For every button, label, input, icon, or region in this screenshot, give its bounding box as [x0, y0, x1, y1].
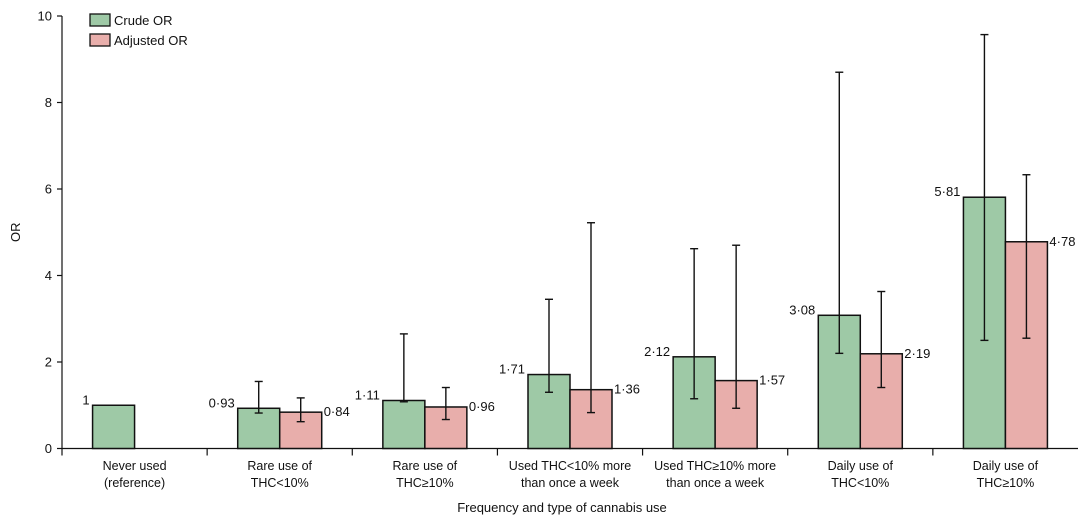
adjusted-value-label: 4·78	[1049, 234, 1075, 249]
legend-label: Crude OR	[114, 13, 173, 28]
x-category-label: Daily use of	[973, 459, 1039, 473]
crude-value-label: 0·93	[209, 395, 235, 410]
crude-value-label: 1	[82, 392, 89, 407]
y-tick-label: 0	[45, 441, 52, 456]
adjusted-value-label: 1·36	[614, 382, 640, 397]
y-tick-label: 6	[45, 182, 52, 197]
x-category-label: THC≥10%	[977, 476, 1035, 490]
y-tick-label: 2	[45, 355, 52, 370]
x-axis-title: Frequency and type of cannabis use	[457, 500, 667, 515]
legend-swatch	[89, 13, 111, 27]
adjusted-value-label: 1·57	[759, 373, 785, 388]
y-tick-label: 8	[45, 95, 52, 110]
x-category-label: Used THC≥10% more	[654, 459, 776, 473]
x-category-label: THC<10%	[831, 476, 889, 490]
x-category-label: Used THC<10% more	[509, 459, 631, 473]
adjusted-value-label: 0·84	[324, 404, 350, 419]
x-category-label: Rare use of	[393, 459, 458, 473]
x-category-label: than once a week	[521, 476, 620, 490]
crude-bar	[91, 404, 136, 450]
y-tick-label: 10	[38, 9, 52, 24]
legend-swatch	[89, 33, 111, 47]
x-category-label: Never used	[103, 459, 167, 473]
crude-value-label: 3·08	[789, 302, 815, 317]
adjusted-value-label: 0·96	[469, 399, 495, 414]
crude-bar	[236, 407, 281, 450]
x-category-label: (reference)	[104, 476, 165, 490]
y-axis-title: OR	[8, 223, 23, 243]
crude-value-label: 1·11	[355, 387, 380, 402]
x-category-label: than once a week	[666, 476, 765, 490]
legend-label: Adjusted OR	[114, 33, 188, 48]
crude-bar	[382, 399, 426, 450]
x-category-label: Daily use of	[828, 459, 894, 473]
x-category-label: Rare use of	[247, 459, 312, 473]
crude-value-label: 1·71	[499, 362, 525, 377]
adjusted-value-label: 2·19	[904, 346, 930, 361]
x-category-label: THC<10%	[251, 476, 309, 490]
crude-value-label: 5·81	[934, 184, 960, 199]
crude-value-label: 2·12	[644, 344, 670, 359]
x-category-label: THC≥10%	[396, 476, 454, 490]
y-tick-label: 4	[45, 268, 52, 283]
